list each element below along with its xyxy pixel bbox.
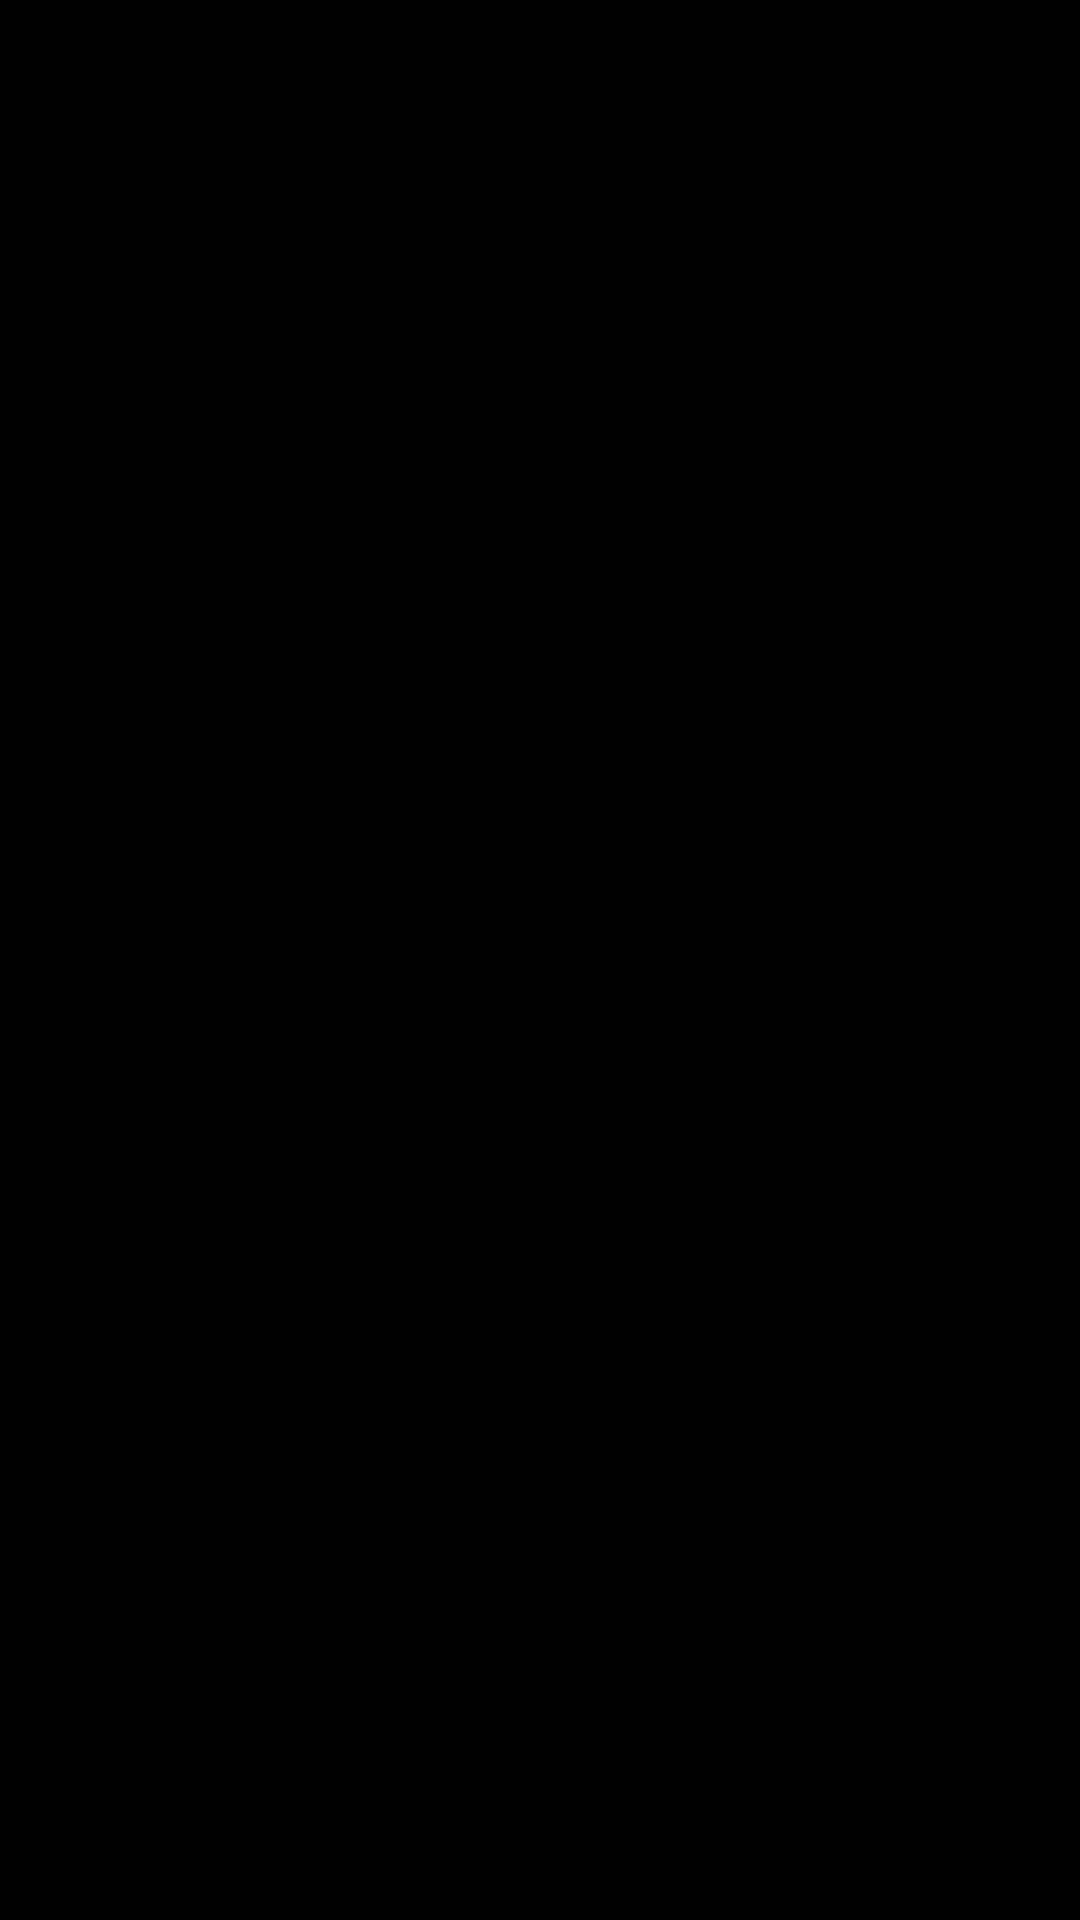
page-root <box>0 0 1080 1920</box>
